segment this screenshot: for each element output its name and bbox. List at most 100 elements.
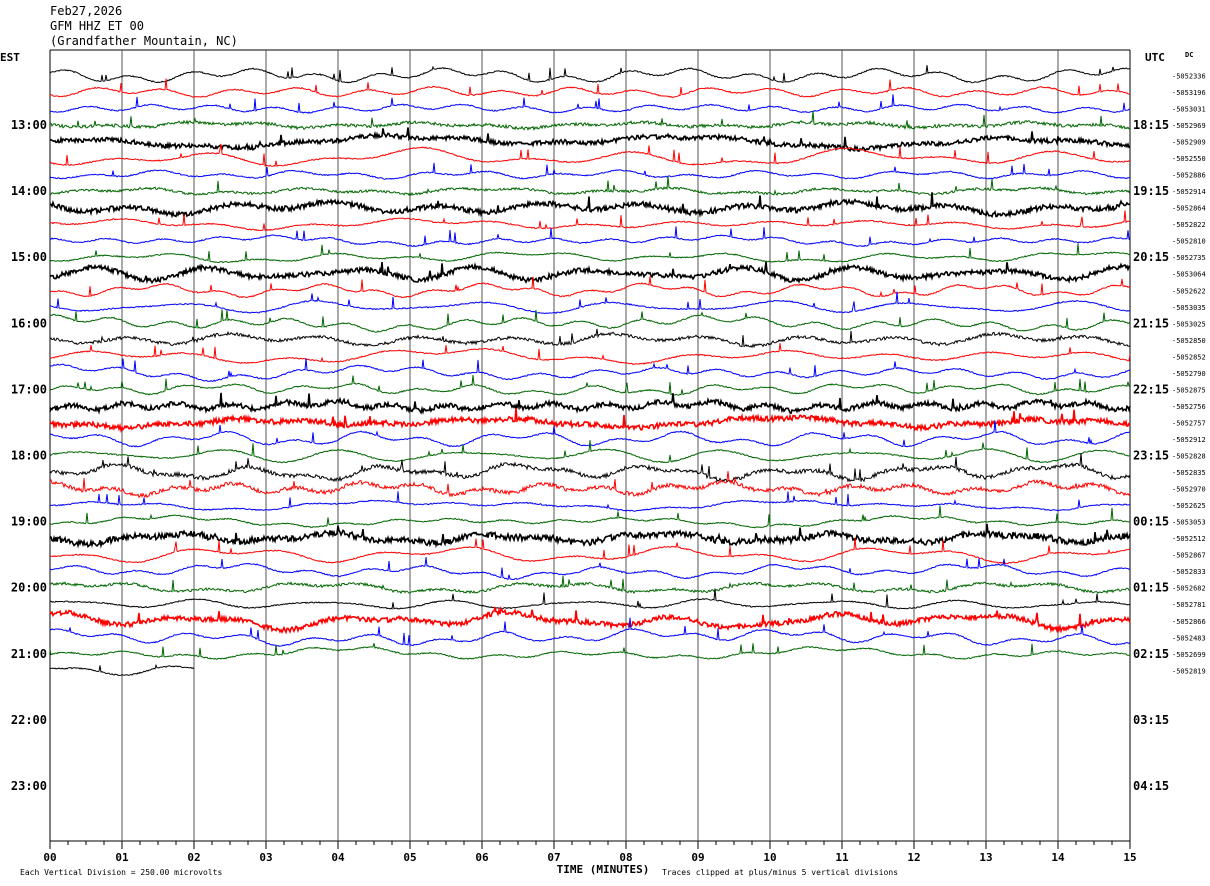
dc-offset-label: -5052756	[1172, 403, 1206, 411]
dc-offset-label: -5052875	[1172, 386, 1206, 394]
seismic-trace	[49, 110, 1131, 132]
est-hour-label: 16:00	[11, 316, 47, 330]
dc-marker: DC	[1185, 51, 1193, 59]
est-hour-label: 19:00	[11, 515, 47, 529]
utc-hour-label: 18:15	[1133, 118, 1169, 132]
x-tick-label: 11	[835, 851, 849, 864]
dc-offset-label: -5052850	[1172, 337, 1206, 345]
dc-offset-label: -5053031	[1172, 105, 1206, 113]
clip-footnote: Traces clipped at plus/minus 5 vertical …	[662, 868, 898, 877]
utc-hour-label: 21:15	[1133, 316, 1169, 330]
dc-offset-label: -5052810	[1172, 238, 1206, 246]
est-hour-label: 15:00	[11, 250, 47, 264]
dc-offset-label: -5052622	[1172, 287, 1206, 295]
seismic-trace	[49, 210, 1131, 232]
utc-hour-label: 03:15	[1133, 713, 1169, 727]
x-tick-label: 01	[115, 851, 129, 864]
est-hour-label: 21:00	[11, 647, 47, 661]
seismic-trace	[49, 420, 1130, 448]
x-tick-label: 10	[763, 851, 776, 864]
seismic-traces	[49, 65, 1131, 677]
est-axis-label: EST	[0, 51, 20, 64]
dc-offset-label: -5052909	[1172, 139, 1206, 147]
seismic-trace	[49, 127, 1131, 153]
seismic-trace	[49, 358, 1131, 383]
dc-offset-label: -5052822	[1172, 221, 1206, 229]
seismic-trace	[49, 505, 1131, 529]
seismic-trace	[49, 663, 195, 677]
dc-offset-label: -5052852	[1172, 353, 1206, 361]
x-tick-label: 15	[1123, 851, 1136, 864]
utc-hour-label: 19:15	[1133, 184, 1169, 198]
seismic-trace	[49, 408, 1131, 434]
x-tick-label: 09	[691, 851, 704, 864]
seismic-trace	[49, 523, 1131, 549]
seismic-trace	[49, 176, 1131, 197]
seismic-trace	[49, 261, 1131, 285]
est-hour-label: 17:00	[11, 382, 47, 396]
utc-hour-label: 01:15	[1133, 581, 1169, 595]
dc-offset-label: -5052833	[1172, 568, 1206, 576]
station-label: GFM HHZ ET 00	[50, 19, 144, 33]
seismic-trace	[49, 162, 1131, 180]
utc-hour-label: 23:15	[1133, 449, 1169, 463]
seismic-trace	[49, 537, 1130, 565]
dc-offset-label: -5053025	[1172, 320, 1206, 328]
dc-offset-label: -5052970	[1172, 486, 1206, 494]
est-hour-label: 18:00	[11, 449, 47, 463]
x-tick-label: 03	[259, 851, 272, 864]
seismic-trace	[50, 309, 1131, 333]
dc-offset-label: -5052969	[1172, 122, 1206, 130]
seismic-trace	[49, 471, 1131, 499]
seismic-trace	[49, 65, 1131, 84]
est-hour-label: 14:00	[11, 184, 47, 198]
seismic-trace	[49, 392, 1131, 415]
utc-hour-label: 20:15	[1133, 250, 1169, 264]
est-hour-label: 20:00	[11, 581, 47, 595]
seismic-trace	[49, 575, 1131, 595]
utc-hour-label: 02:15	[1133, 647, 1169, 661]
seismic-trace	[49, 276, 1131, 299]
seismic-trace	[49, 606, 1131, 635]
x-tick-label: 04	[331, 851, 345, 864]
dc-offset-label: -5052886	[1172, 172, 1206, 180]
seismic-trace	[49, 94, 1131, 114]
location-label: (Grandfather Mountain, NC)	[50, 34, 238, 48]
seismic-trace	[49, 243, 1130, 264]
dc-offset-label: -5052912	[1172, 436, 1206, 444]
dc-offset-label: -5052866	[1172, 618, 1206, 626]
dc-offset-label: -5053196	[1172, 89, 1206, 97]
dc-offset-label: -5052757	[1172, 419, 1206, 427]
utc-hour-label: 00:15	[1133, 515, 1169, 529]
utc-hour-label: 22:15	[1133, 382, 1169, 396]
seismic-trace	[49, 192, 1131, 220]
utc-hour-label: 04:15	[1133, 779, 1169, 793]
dc-offset-label: -5052550	[1172, 155, 1206, 163]
x-tick-label: 07	[547, 851, 560, 864]
seismic-trace	[49, 291, 1131, 315]
dc-offset-label: -5052699	[1172, 651, 1206, 659]
utc-axis-label: UTC	[1145, 51, 1165, 64]
x-tick-label: 06	[475, 851, 489, 864]
dc-offset-label: -5053035	[1172, 304, 1206, 312]
seismic-trace	[49, 440, 1131, 464]
x-axis-title: TIME (MINUTES)	[557, 863, 650, 876]
seismic-trace	[49, 617, 1131, 647]
dc-offset-label: -5052682	[1172, 585, 1206, 593]
seismic-trace	[50, 588, 1131, 610]
x-tick-label: 02	[187, 851, 200, 864]
dc-offset-label: -5052483	[1172, 634, 1206, 642]
seismic-trace	[49, 491, 1131, 512]
seismic-trace	[49, 557, 1131, 581]
dc-offset-label: -5052735	[1172, 254, 1206, 262]
seismic-trace	[49, 343, 1131, 365]
seismic-trace	[49, 643, 1131, 660]
date-label: Feb27,2026	[50, 4, 123, 18]
scale-footnote: Each Vertical Division = 250.00 microvol…	[20, 868, 222, 877]
seismic-trace	[49, 452, 1131, 483]
dc-offset-label: -5053053	[1172, 519, 1206, 527]
dc-offset-label: -5052914	[1172, 188, 1206, 196]
dc-offset-label: -5052625	[1172, 502, 1206, 510]
dc-offset-label: -5052336	[1172, 72, 1206, 80]
